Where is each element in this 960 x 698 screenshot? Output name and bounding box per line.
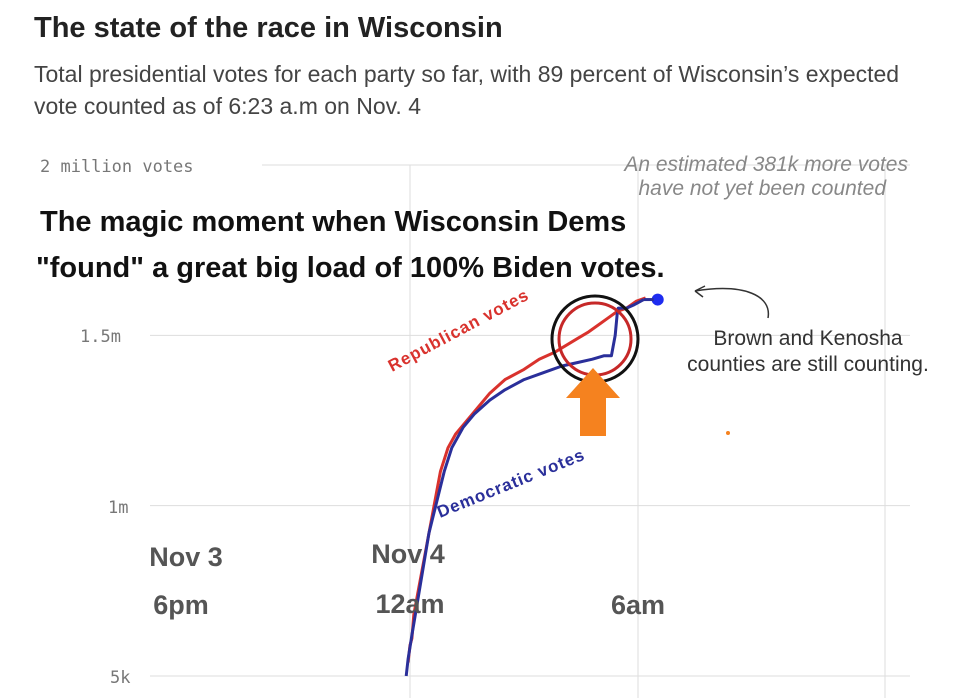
counties-pointer-arrowhead bbox=[694, 285, 706, 298]
republican-series-label: Republican votes bbox=[385, 285, 532, 375]
chart-subtitle: Total presidential votes for each party … bbox=[34, 61, 900, 119]
democratic-endpoint-dot bbox=[651, 293, 664, 306]
y-tick-label: 5k bbox=[110, 668, 130, 688]
uncounted-note-line-2: have not yet been counted bbox=[638, 177, 887, 200]
x-time-label: 12am bbox=[375, 589, 444, 619]
counties-pointer-curve bbox=[694, 287, 770, 319]
democratic-series-label: Democratic votes bbox=[434, 445, 587, 522]
democratic-series-line bbox=[404, 298, 645, 677]
x-date-label: Nov 3 bbox=[149, 542, 223, 572]
orange-arrow-icon bbox=[566, 368, 620, 436]
x-time-label: 6pm bbox=[153, 590, 209, 620]
x-time-label: 6am bbox=[611, 590, 665, 620]
highlight-circle-inner bbox=[557, 301, 633, 377]
overlay-caption-line-1: The magic moment when Wisconsin Dems bbox=[40, 206, 626, 238]
grid-layer bbox=[150, 164, 910, 698]
y-tick-label: 1.5m bbox=[80, 327, 121, 347]
counties-note-line-1: Brown and Kenosha bbox=[713, 327, 902, 350]
counties-note-line-2: counties are still counting. bbox=[687, 353, 929, 376]
stray-dot bbox=[726, 431, 730, 435]
y-tick-label: 1m bbox=[108, 498, 128, 518]
uncounted-note-line-1: An estimated 381k more votes bbox=[622, 153, 908, 176]
highlight-circle-outer bbox=[550, 294, 640, 384]
x-date-label: Nov 4 bbox=[371, 539, 445, 569]
overlay-caption-line-2: "found" a great big load of 100% Biden v… bbox=[36, 252, 665, 284]
series-layer bbox=[404, 293, 664, 677]
chart-title: The state of the race in Wisconsin bbox=[34, 12, 503, 44]
y-tick-label: 2 million votes bbox=[40, 157, 194, 177]
